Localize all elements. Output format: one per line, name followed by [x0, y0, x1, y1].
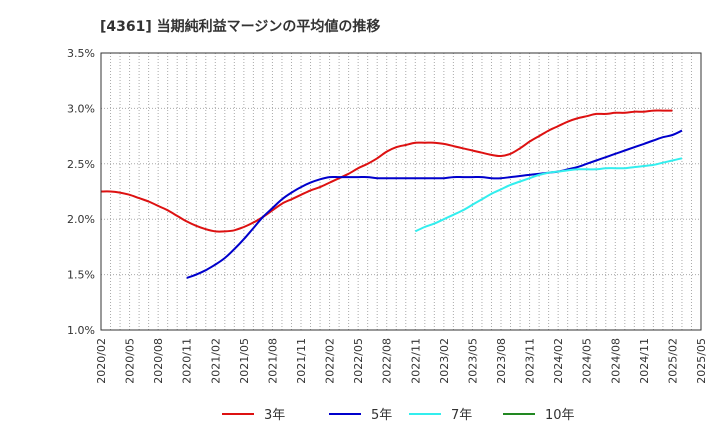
chart-title: [4361] 当期純利益マージンの平均値の推移	[100, 18, 380, 35]
y-tick-label: 3.0%	[67, 102, 95, 115]
series-line-0	[100, 109, 673, 233]
x-tick-label: 2022/02	[324, 338, 337, 384]
x-tick-label: 2024/05	[581, 338, 594, 384]
series-line-2	[414, 157, 683, 233]
x-tick-label: 2023/05	[466, 338, 479, 384]
series-lines	[100, 109, 683, 279]
grid	[101, 53, 701, 330]
x-tick-label: 2021/02	[209, 338, 222, 384]
y-tick-label: 3.5%	[67, 47, 95, 60]
x-tick-label: 2021/11	[295, 338, 308, 384]
x-tick-label: 2023/08	[495, 338, 508, 384]
legend-label-2: 7年	[451, 408, 472, 423]
y-tick-label: 2.5%	[67, 158, 95, 171]
x-tick-label: 2022/05	[352, 338, 365, 384]
x-tick-label: 2024/11	[638, 338, 651, 384]
series-line-1	[186, 129, 683, 279]
x-tick-label: 2022/11	[409, 338, 422, 384]
x-tick-label: 2023/02	[438, 338, 451, 384]
x-tick-label: 2020/08	[152, 338, 165, 384]
x-tick-label: 2020/05	[124, 338, 137, 384]
x-tick-label: 2020/02	[95, 338, 108, 384]
y-tick-label: 1.0%	[67, 324, 95, 337]
legend-label-1: 5年	[371, 408, 392, 423]
x-tick-label: 2025/02	[666, 338, 679, 384]
legend: 3年 5年 7年 10年	[222, 408, 575, 423]
x-tick-label: 2024/02	[552, 338, 565, 384]
y-tick-label: 2.0%	[67, 213, 95, 226]
x-tick-label: 2021/08	[266, 338, 279, 384]
y-tick-label: 1.5%	[67, 269, 95, 282]
x-tick-label: 2023/11	[524, 338, 537, 384]
x-tick-label: 2021/05	[238, 338, 251, 384]
legend-label-3: 10年	[545, 408, 575, 423]
x-tick-label: 2020/11	[181, 338, 194, 384]
x-tick-label: 2022/08	[381, 338, 394, 384]
x-axis-ticks: 2020/02 2020/05 2020/08 2020/11 2021/02 2021/…	[95, 338, 708, 384]
legend-label-0: 3年	[264, 408, 285, 423]
y-axis-ticks: 1.0% 1.5% 2.0% 2.5% 3.0% 3.5%	[67, 47, 95, 337]
plot-frame	[100, 52, 702, 331]
x-tick-label: 2024/08	[609, 338, 622, 384]
x-tick-label: 2025/05	[695, 338, 708, 384]
